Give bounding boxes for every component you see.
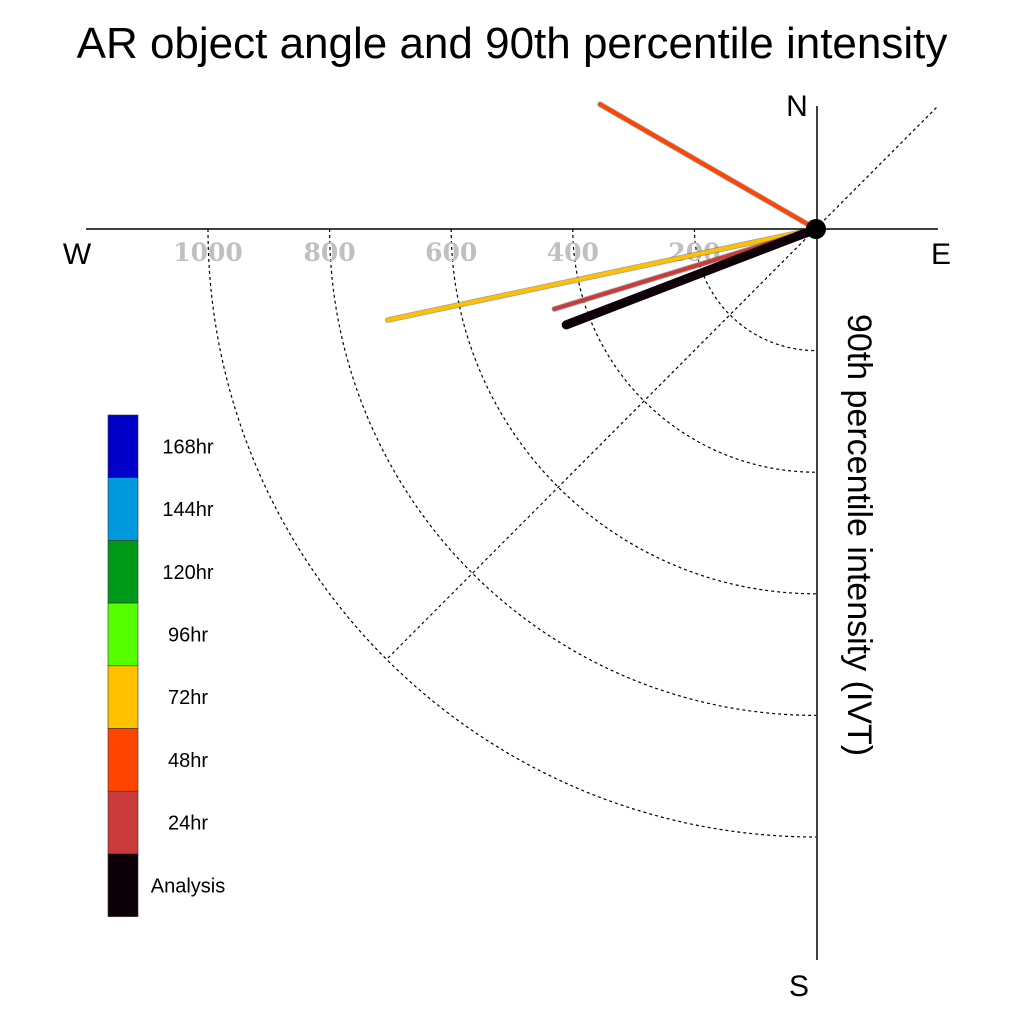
- legend: 168hr 144hr 120hr 96hr 72hr 48hr 24hr Analysis: [107, 414, 225, 917]
- legend-label-24hr: 24hr: [168, 813, 208, 835]
- chart-title: AR object angle and 90th percentile inte…: [77, 19, 948, 68]
- series-lines: [385, 101, 821, 330]
- ring-800: [329, 228, 817, 716]
- legend-swatch-96hr: [107, 602, 139, 667]
- compass-north: N: [786, 90, 808, 123]
- series-line-48hr: [598, 102, 818, 231]
- compass-south: S: [789, 970, 809, 1003]
- legend-label-144hr: 144hr: [162, 499, 213, 521]
- ring-600: [450, 228, 817, 595]
- guide-lines: [207, 105, 939, 838]
- series-line-72hr: [385, 227, 818, 323]
- legend-label-120hr: 120hr: [162, 562, 213, 584]
- compass-west: W: [63, 238, 92, 271]
- legend-swatch-analysis: [107, 853, 139, 917]
- ring-1000: [207, 228, 817, 838]
- ring-labels: 2004006008001000: [173, 238, 720, 267]
- legend-swatch-144hr: [107, 477, 139, 541]
- legend-label-168hr: 168hr: [162, 436, 213, 458]
- legend-swatch-72hr: [107, 665, 139, 729]
- legend-swatch-24hr: [107, 790, 139, 855]
- ring-label-800: 800: [304, 238, 356, 267]
- ring-400: [572, 228, 817, 473]
- compass-east: E: [931, 238, 951, 271]
- ring-label-600: 600: [425, 238, 477, 267]
- legend-label-48hr: 48hr: [168, 750, 208, 772]
- legend-label-analysis: Analysis: [151, 875, 225, 897]
- legend-swatch-168hr: [107, 414, 139, 479]
- legend-swatch-48hr: [107, 728, 139, 792]
- diagonal-guide: [387, 105, 939, 659]
- origin-marker: [806, 219, 826, 239]
- legend-label-72hr: 72hr: [168, 687, 208, 709]
- legend-swatch-120hr: [107, 540, 139, 604]
- ring-label-400: 400: [547, 238, 599, 267]
- radial-axis-title: 90th percentile intensity (IVT): [840, 314, 878, 756]
- legend-label-96hr: 96hr: [168, 624, 208, 646]
- series-line-analysis: [561, 224, 821, 330]
- ring-label-1000: 1000: [173, 238, 243, 267]
